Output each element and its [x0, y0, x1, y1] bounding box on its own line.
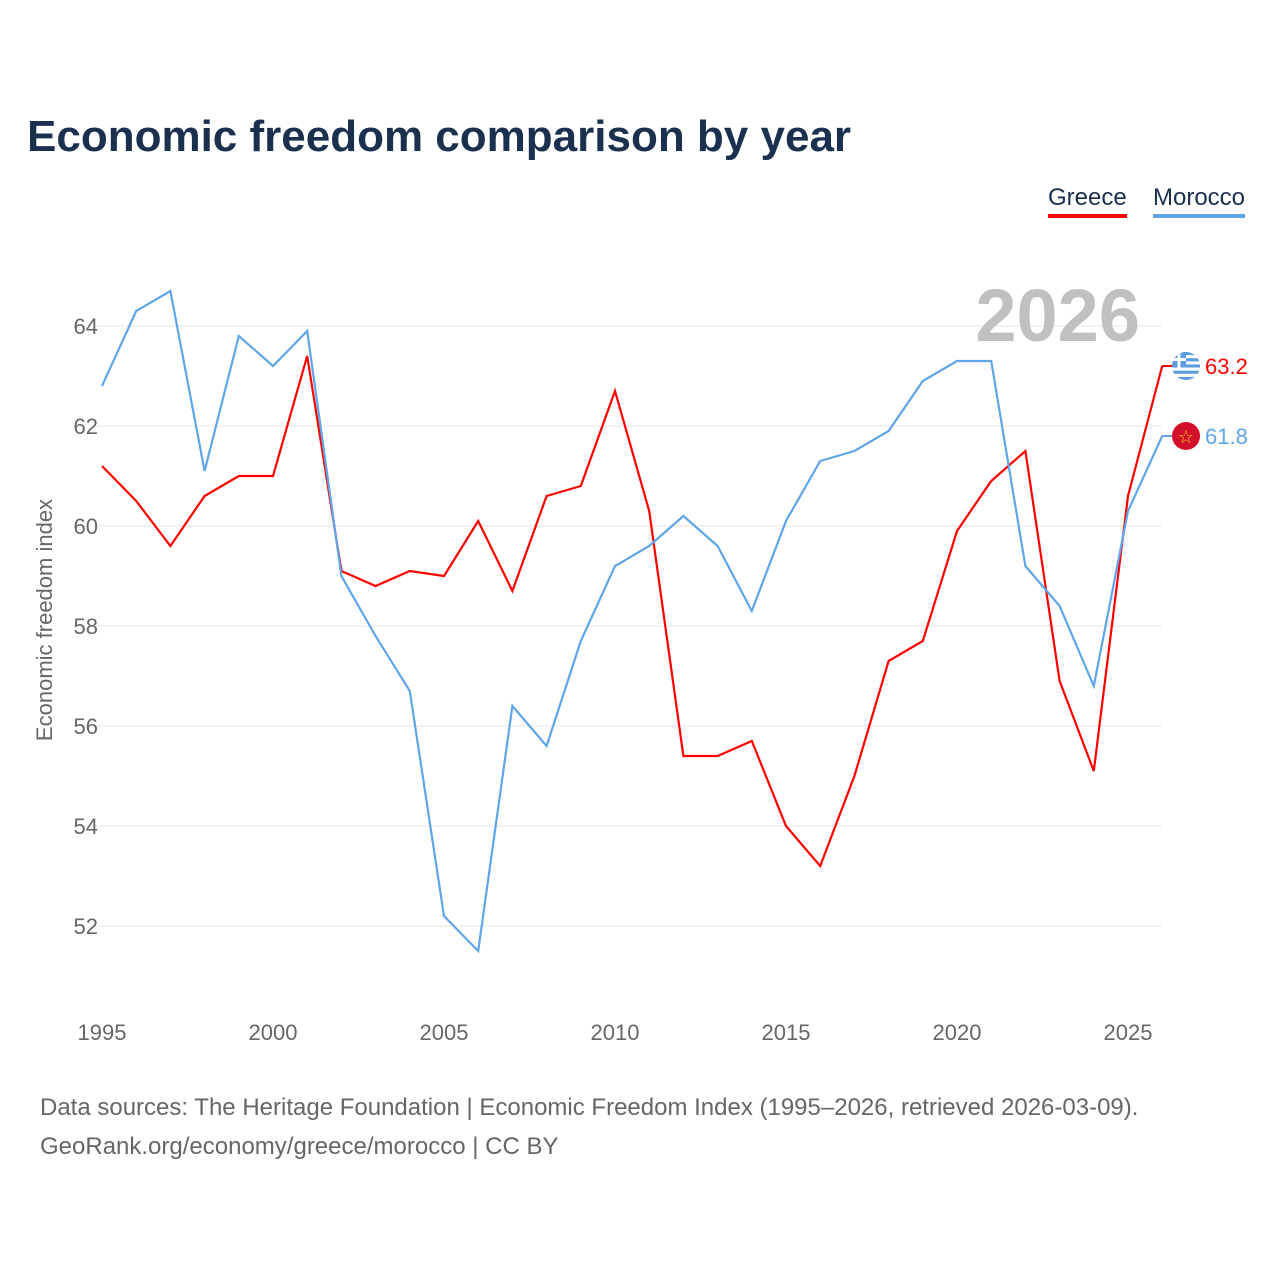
x-tick-label: 2000	[249, 1020, 298, 1045]
star-icon: ☆	[1178, 427, 1194, 447]
year-watermark: 2026	[975, 274, 1140, 357]
x-tick-label: 2005	[420, 1020, 469, 1045]
flag-stripe	[1172, 367, 1200, 371]
y-tick-label: 56	[74, 714, 98, 739]
end-value-label: 63.2	[1205, 354, 1248, 379]
legend-greece[interactable]: Greece	[1048, 184, 1127, 218]
x-tick-label: 2025	[1104, 1020, 1153, 1045]
y-tick-label: 62	[74, 414, 98, 439]
y-tick-label: 60	[74, 514, 98, 539]
series-line-greece	[101, 355, 1164, 869]
x-tick-label: 1995	[78, 1020, 127, 1045]
series-line-morocco	[100, 289, 1164, 954]
source-note: Data sources: The Heritage Foundation | …	[40, 1088, 1138, 1166]
x-tick-label: 2010	[591, 1020, 640, 1045]
source-line-2[interactable]: GeoRank.org/economy/greece/morocco | CC …	[40, 1133, 559, 1160]
flag-cross	[1177, 352, 1181, 368]
x-tick-label: 2020	[933, 1020, 982, 1045]
end-value-label: 61.8	[1205, 424, 1248, 449]
y-tick-label: 54	[74, 814, 98, 839]
flag-stripe	[1172, 370, 1200, 375]
morocco-flag-icon	[1172, 422, 1200, 450]
greece-flag-icon	[1172, 352, 1200, 380]
flag-stripe	[1172, 376, 1200, 380]
chart-title: Economic freedom comparison by year	[27, 112, 852, 161]
y-tick-label: 52	[74, 914, 98, 939]
x-tick-label: 2015	[762, 1020, 811, 1045]
y-tick-label: 58	[74, 614, 98, 639]
legend-morocco[interactable]: Morocco	[1153, 184, 1246, 218]
y-axis-label: Economic freedom index	[32, 499, 57, 741]
source-line-1: Data sources: The Heritage Foundation | …	[40, 1094, 1139, 1121]
y-tick-label: 64	[74, 314, 98, 339]
flag-stripe	[1172, 373, 1200, 378]
